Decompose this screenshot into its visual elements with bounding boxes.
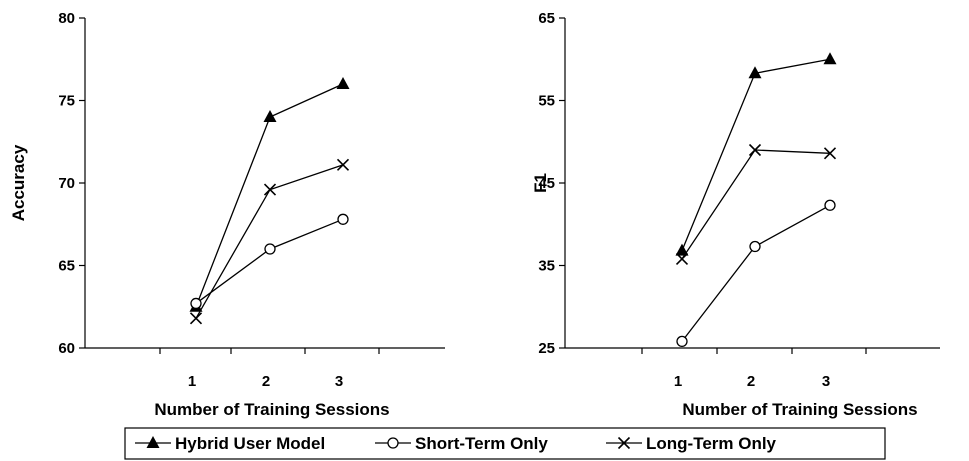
data-point-x	[748, 143, 762, 157]
x-tick-label: 3	[822, 373, 830, 390]
x-tick-label: 3	[335, 373, 343, 390]
legend: Hybrid User Model Short-Term Only Long-Ter…	[124, 427, 886, 460]
data-point-x	[336, 158, 350, 171]
legend-marker-circle	[387, 437, 399, 449]
x-axis-label: Number of Training Sessions	[154, 400, 389, 419]
y-tick-label: 65	[538, 10, 555, 27]
y-tick-label: 60	[58, 340, 75, 357]
data-point-circle	[749, 240, 761, 253]
f1-chart: 25 35 45 55 65 1 2 3 Number of Training Sessions…	[531, 10, 940, 419]
x-tick-label: 1	[674, 373, 682, 390]
data-point-triangle	[675, 243, 689, 256]
legend-marker-x-stroke-b	[617, 436, 631, 450]
data-point-circle	[190, 297, 202, 310]
data-point-circle	[824, 199, 836, 211]
y-axis-label: Accuracy	[9, 144, 28, 221]
accuracy-chart: 60 65 70 75 80 1 2 3 Number of Training Sessions…	[9, 10, 445, 419]
data-point-x-stroke-b	[823, 147, 837, 160]
legend-marker-x	[617, 436, 631, 450]
data-point-circle	[676, 335, 688, 348]
y-tick-label: 35	[538, 258, 555, 275]
y-axis-label: F1	[531, 173, 550, 193]
y-tick-label: 75	[58, 93, 75, 110]
y-tick-label: 55	[538, 93, 555, 110]
y-tick-label: 70	[58, 175, 75, 192]
data-point-x-stroke-b	[336, 158, 350, 171]
data-point-x-stroke-b	[263, 183, 277, 196]
x-tick-label: 2	[747, 373, 755, 390]
y-tick-label: 25	[538, 340, 555, 357]
y-tick-label: 45	[538, 175, 555, 192]
legend-marker-triangle	[146, 436, 160, 448]
series-line-x	[195, 164, 344, 319]
data-point-x-stroke-b	[189, 312, 203, 325]
x-axis-label: Number of Training Sessions	[682, 400, 917, 419]
data-point-x	[189, 312, 203, 325]
data-point-circle	[264, 243, 276, 255]
legend-label: Short-Term Only	[415, 434, 548, 453]
data-point-triangle	[823, 52, 837, 65]
x-tick-label: 2	[262, 373, 270, 390]
y-tick-label: 80	[58, 10, 75, 27]
data-point-triangle	[336, 77, 350, 89]
legend-label: Long-Term Only	[646, 434, 777, 453]
data-point-circle	[337, 213, 349, 225]
data-point-x-stroke-b	[748, 143, 762, 157]
series-line-triangle	[681, 58, 831, 251]
data-point-x	[823, 147, 837, 160]
data-point-triangle	[748, 66, 762, 79]
data-point-x	[675, 252, 689, 265]
legend-box	[124, 427, 886, 460]
data-point-triangle	[263, 110, 277, 122]
x-tick-label: 1	[188, 373, 196, 390]
series-line-circle	[195, 218, 344, 304]
legend-label: Hybrid User Model	[175, 434, 325, 453]
y-tick-label: 65	[58, 258, 75, 275]
data-point-x	[263, 183, 277, 196]
data-point-x-stroke-b	[675, 252, 689, 265]
